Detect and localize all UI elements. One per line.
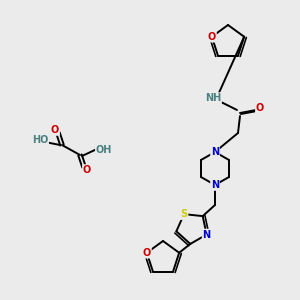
Text: NH: NH: [205, 93, 221, 103]
Text: O: O: [143, 248, 151, 258]
Text: S: S: [180, 209, 188, 219]
Text: N: N: [202, 230, 211, 239]
Text: O: O: [208, 32, 216, 42]
Text: HO: HO: [32, 135, 48, 145]
Text: N: N: [211, 180, 219, 190]
Text: O: O: [256, 103, 264, 113]
Text: O: O: [83, 165, 91, 175]
Text: N: N: [211, 147, 219, 157]
Text: O: O: [51, 125, 59, 135]
Text: OH: OH: [96, 145, 112, 155]
